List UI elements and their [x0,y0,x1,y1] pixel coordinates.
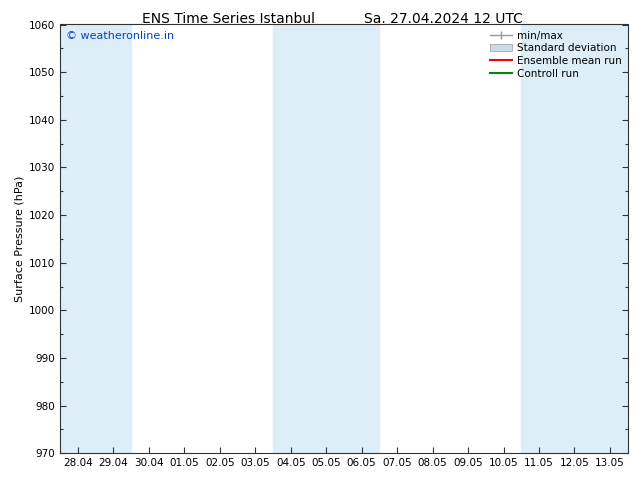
Bar [273,24,379,453]
Text: © weatheronline.in: © weatheronline.in [66,31,174,41]
Y-axis label: Surface Pressure (hPa): Surface Pressure (hPa) [15,176,25,302]
Legend: min/max, Standard deviation, Ensemble mean run, Controll run: min/max, Standard deviation, Ensemble me… [486,27,624,82]
Bar [60,24,131,453]
Text: Sa. 27.04.2024 12 UTC: Sa. 27.04.2024 12 UTC [365,12,523,26]
Text: ENS Time Series Istanbul: ENS Time Series Istanbul [142,12,314,26]
Bar [521,24,628,453]
